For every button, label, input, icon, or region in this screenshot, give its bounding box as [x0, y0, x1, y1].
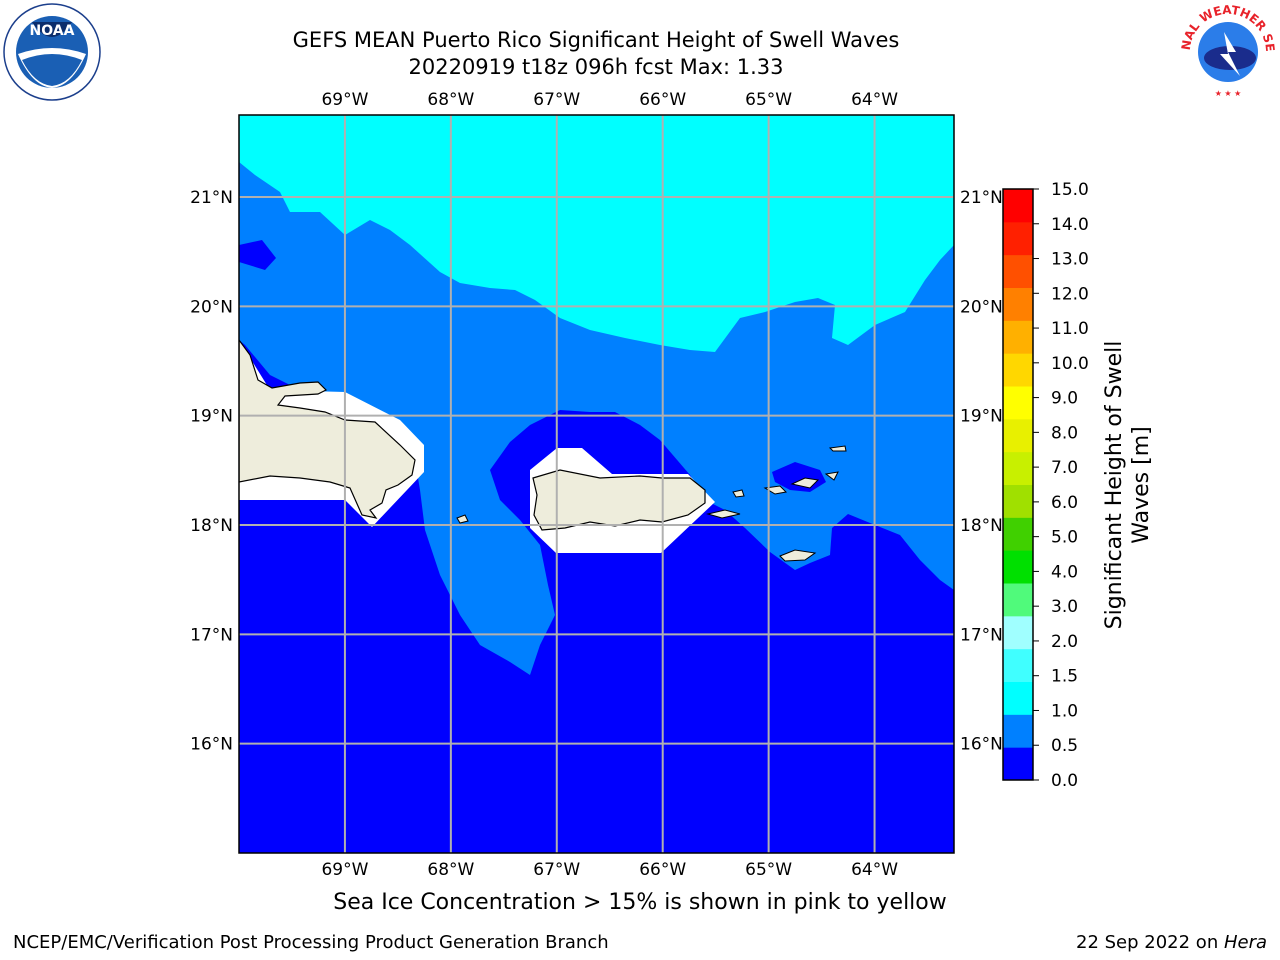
colorbar-tick-label: 0.5	[1051, 736, 1078, 756]
lat-label-left: 18°N	[190, 516, 233, 536]
noaa-logo-text: NOAA	[30, 23, 75, 39]
lon-label-top: 69°W	[321, 90, 368, 110]
lon-label-top: 68°W	[427, 90, 474, 110]
colorbar-tick-label: 2.0	[1051, 632, 1078, 652]
colorbar-segment	[1003, 189, 1033, 223]
lat-label-right: 20°N	[960, 297, 1003, 317]
footer-producer: NCEP/EMC/Verification Post Processing Pr…	[13, 932, 609, 953]
colorbar-tick-label: 6.0	[1051, 493, 1078, 513]
lat-label-left: 16°N	[190, 735, 233, 755]
colorbar-segment	[1003, 648, 1033, 682]
lat-label-left: 21°N	[190, 188, 233, 208]
lat-label-right: 16°N	[960, 735, 1003, 755]
lon-labels-top: 69°W 68°W 67°W 66°W 65°W 64°W	[321, 90, 898, 110]
colorbar-tick-label: 1.0	[1051, 701, 1078, 721]
lat-labels-right: 21°N 20°N 19°N 18°N 17°N 16°N	[960, 188, 1003, 755]
colorbar-segment	[1003, 287, 1033, 321]
colorbar-tick-label: 10.0	[1051, 354, 1089, 374]
lat-label-left: 17°N	[190, 625, 233, 645]
colorbar-segment	[1003, 320, 1033, 354]
colorbar-tick-label: 13.0	[1051, 250, 1089, 270]
lat-label-right: 21°N	[960, 188, 1003, 208]
map-plot-area	[239, 115, 954, 853]
lat-label-right: 18°N	[960, 516, 1003, 536]
lon-label-bottom: 66°W	[639, 860, 686, 880]
footer-host: Hera	[1223, 932, 1267, 953]
footer-date: 22 Sep 2022 on Hera	[1076, 932, 1267, 953]
lon-labels-bottom: 69°W 68°W 67°W 66°W 65°W 64°W	[321, 860, 898, 880]
land-virgin-islands	[763, 471, 839, 495]
colorbar-tick-label: 14.0	[1051, 215, 1089, 235]
colorbar-segment	[1003, 615, 1033, 650]
colorbar-tick-label: 15.0	[1051, 180, 1089, 200]
sea-ice-note: Sea Ice Concentration > 15% is shown in …	[333, 890, 947, 915]
colorbar-segment	[1003, 254, 1033, 288]
lat-labels-left: 21°N 20°N 19°N 18°N 17°N 16°N	[190, 188, 233, 755]
lon-label-bottom: 64°W	[851, 860, 898, 880]
lat-label-right: 17°N	[960, 625, 1003, 645]
lon-label-bottom: 67°W	[533, 860, 580, 880]
colorbar-tick-label: 7.0	[1051, 458, 1078, 478]
map-frame	[238, 114, 955, 854]
lon-label-top: 64°W	[851, 90, 898, 110]
swell-band-0-0.5-patch	[239, 240, 276, 270]
colorbar-tick-label: 5.0	[1051, 528, 1078, 548]
colorbar-segment	[1003, 386, 1033, 420]
svg-text:★ ★ ★: ★ ★ ★	[1215, 89, 1242, 98]
colorbar-tick-label: 1.5	[1051, 667, 1078, 687]
land-anegada	[828, 445, 847, 452]
lon-label-bottom: 69°W	[321, 860, 368, 880]
colorbar-segment	[1003, 418, 1033, 453]
lat-label-left: 19°N	[190, 407, 233, 427]
lon-label-top: 66°W	[639, 90, 686, 110]
colorbar-segment	[1003, 747, 1033, 781]
lat-label-right: 19°N	[960, 407, 1003, 427]
colorbar-tick-label: 4.0	[1051, 562, 1078, 582]
footer-date-text: 22 Sep 2022 on	[1076, 932, 1224, 953]
colorbar-segment	[1003, 221, 1033, 256]
colorbar-segment	[1003, 517, 1033, 551]
colorbar-tick-label: 9.0	[1051, 389, 1078, 409]
colorbar-tick-label: 11.0	[1051, 319, 1089, 339]
land-vieques	[706, 509, 741, 519]
land-hispaniola	[239, 338, 416, 519]
colorbar-segment	[1003, 681, 1033, 715]
lat-label-left: 20°N	[190, 297, 233, 317]
colorbar-tick-label: 0.0	[1051, 771, 1078, 791]
colorbar-tick-label: 3.0	[1051, 597, 1078, 617]
land-culebra	[732, 489, 745, 498]
colorbar-frame	[1002, 188, 1034, 781]
lon-label-top: 65°W	[745, 90, 792, 110]
noaa-logo: NOAA	[3, 3, 101, 101]
map-grid	[239, 115, 954, 853]
map-title: GEFS MEAN Puerto Rico Significant Height…	[292, 28, 900, 52]
colorbar-segment	[1003, 583, 1033, 617]
lon-label-bottom: 65°W	[745, 860, 792, 880]
map-subtitle: 20220919 t18z 096h fcst Max: 1.33	[408, 55, 784, 79]
colorbar-tick-label: 12.0	[1051, 284, 1089, 304]
colorbar-tick-label: 8.0	[1051, 423, 1078, 443]
colorbar-segment	[1003, 353, 1033, 387]
colorbar-segment	[1003, 451, 1033, 485]
land-mona-island	[456, 514, 469, 524]
lon-label-top: 67°W	[533, 90, 580, 110]
colorbar-segment	[1003, 714, 1033, 748]
lon-label-bottom: 68°W	[427, 860, 474, 880]
colorbar: 0.0 0.5 1.0 1.5 2.0 3.0 4.0 5.0 6.0 7.0 8.0 9.0 10.0…	[1002, 180, 1089, 791]
land-st-croix	[779, 549, 817, 562]
nws-logo: NATIONAL WEATHER SERVICE ★ ★ ★	[1178, 2, 1277, 98]
swell-band-1.0-1.5	[239, 115, 954, 352]
colorbar-segment	[1003, 550, 1033, 584]
colorbar-label: Significant Height of Swell Waves [m]	[1102, 340, 1154, 630]
colorbar-segment	[1003, 484, 1033, 518]
